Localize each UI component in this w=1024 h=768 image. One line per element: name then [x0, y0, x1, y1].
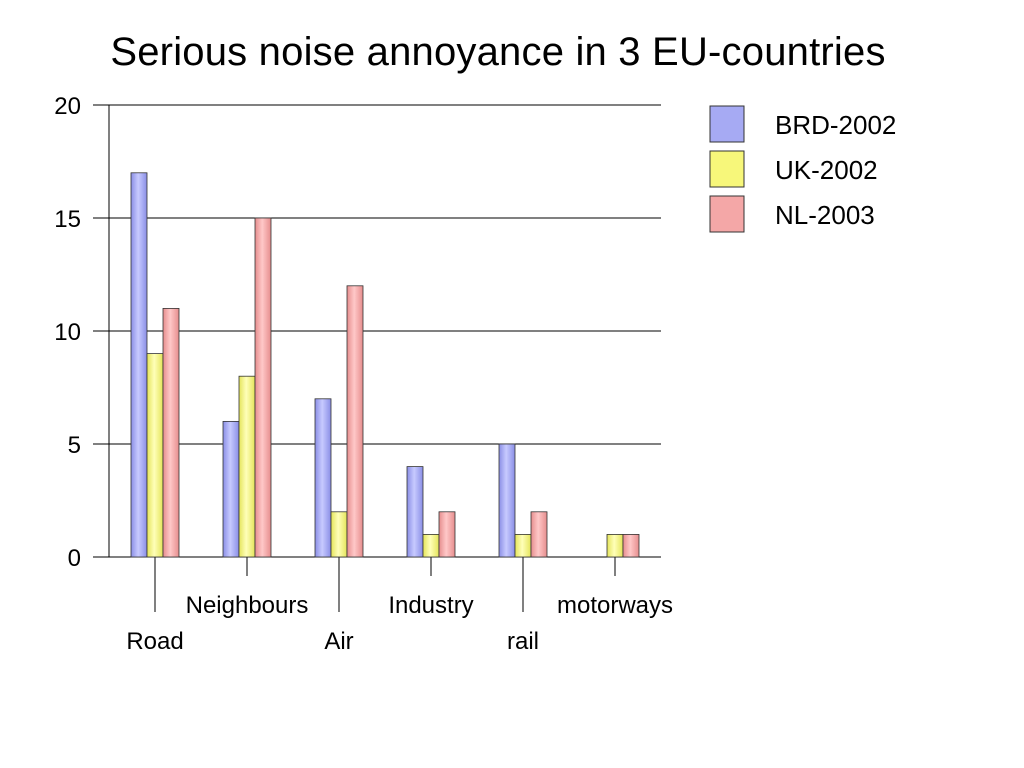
- y-tick-label: 15: [54, 206, 81, 233]
- x-category-label: Neighbours: [186, 592, 309, 619]
- legend-label: BRD-2002: [775, 110, 896, 140]
- bar-brd-2002-neighbours: [222, 420, 240, 558]
- y-tick-label: 10: [54, 319, 81, 346]
- x-category-label: motorways: [557, 592, 673, 619]
- bar-nl-2003-air: [346, 285, 364, 558]
- legend-label: UK-2002: [775, 155, 878, 185]
- legend-swatch-nl-2003: [709, 195, 745, 233]
- legend-swatch-brd-2002: [709, 105, 745, 143]
- axes: [93, 104, 661, 612]
- legend: BRD-2002 UK-2002 NL-2003: [709, 105, 896, 233]
- x-category-label: rail: [507, 628, 539, 655]
- bar-uk-2002-neighbours: [238, 375, 256, 558]
- y-tick-label: 20: [54, 93, 81, 120]
- bar-nl-2003-rail: [530, 511, 548, 558]
- y-tick-label: 0: [68, 545, 81, 572]
- bar-nl-2003-industry: [438, 511, 456, 558]
- bar-nl-2003-neighbours: [254, 217, 272, 558]
- bar-nl-2003-motorways: [622, 534, 640, 558]
- y-tick-labels: 0 5 10 15 20: [54, 93, 81, 572]
- chart-title: Serious noise annoyance in 3 EU-countrie…: [110, 30, 886, 74]
- bar-uk-2002-motorways: [606, 534, 624, 558]
- bar-brd-2002-rail: [498, 443, 516, 558]
- x-category-label: Air: [324, 628, 353, 655]
- legend-swatch-uk-2002: [709, 150, 745, 188]
- bar-uk-2002-industry: [422, 534, 440, 558]
- x-category-label: Road: [126, 628, 183, 655]
- y-tick-label: 5: [68, 432, 81, 459]
- bar-uk-2002-rail: [514, 534, 532, 558]
- bar-brd-2002-air: [314, 398, 332, 558]
- bars: [130, 172, 640, 558]
- bar-brd-2002-road: [130, 172, 148, 558]
- bar-nl-2003-road: [162, 307, 180, 558]
- bar-uk-2002-air: [330, 511, 348, 558]
- bar-brd-2002-industry: [406, 466, 424, 558]
- x-category-label: Industry: [388, 592, 473, 619]
- bar-uk-2002-road: [146, 353, 164, 558]
- gridlines: [109, 104, 661, 445]
- legend-label: NL-2003: [775, 200, 875, 230]
